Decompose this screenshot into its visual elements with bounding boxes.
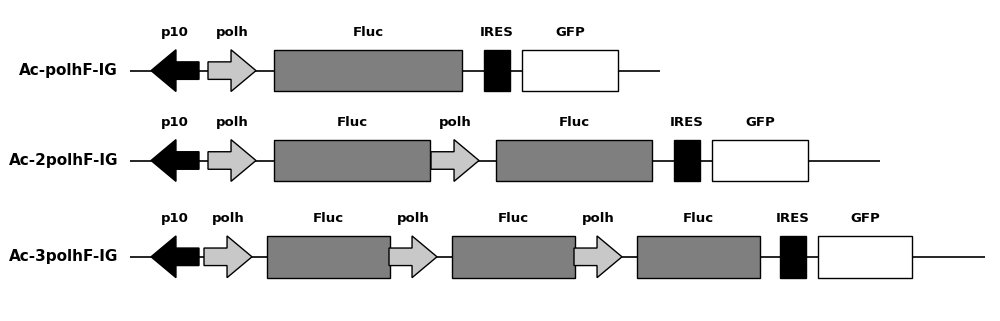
Bar (274, 50, 462, 91)
Text: Fluc: Fluc (558, 116, 590, 129)
Polygon shape (151, 140, 199, 181)
Text: Fluc: Fluc (683, 213, 714, 225)
Text: p10: p10 (161, 116, 189, 129)
Text: IRES: IRES (480, 26, 514, 39)
Text: Fluc: Fluc (498, 213, 529, 225)
Text: GFP: GFP (850, 213, 880, 225)
Text: polh: polh (216, 116, 248, 129)
Bar (452, 236, 575, 278)
Polygon shape (431, 140, 479, 181)
Bar (637, 236, 760, 278)
Text: polh: polh (582, 213, 614, 225)
Text: Fluc: Fluc (313, 213, 344, 225)
Text: Fluc: Fluc (352, 26, 384, 39)
Bar (484, 50, 510, 91)
Text: polh: polh (439, 116, 471, 129)
Text: Ac-2polhF-IG: Ac-2polhF-IG (9, 153, 118, 168)
Polygon shape (151, 236, 199, 278)
Text: GFP: GFP (745, 116, 775, 129)
Text: Fluc: Fluc (336, 116, 368, 129)
Text: polh: polh (397, 213, 429, 225)
Bar (496, 140, 652, 181)
Bar (522, 50, 618, 91)
Text: Ac-3polhF-IG: Ac-3polhF-IG (9, 249, 118, 264)
Text: p10: p10 (161, 26, 189, 39)
Text: p10: p10 (161, 213, 189, 225)
Text: IRES: IRES (776, 213, 810, 225)
Bar (818, 236, 912, 278)
Polygon shape (204, 236, 252, 278)
Bar (267, 236, 390, 278)
Bar (274, 140, 430, 181)
Polygon shape (208, 50, 256, 91)
Bar (780, 236, 806, 278)
Polygon shape (574, 236, 622, 278)
Polygon shape (389, 236, 437, 278)
Text: polh: polh (212, 213, 244, 225)
Text: Ac-polhF-IG: Ac-polhF-IG (19, 63, 118, 78)
Polygon shape (208, 140, 256, 181)
Bar (712, 140, 808, 181)
Text: polh: polh (216, 26, 248, 39)
Bar (674, 140, 700, 181)
Text: IRES: IRES (670, 116, 704, 129)
Polygon shape (151, 50, 199, 91)
Text: GFP: GFP (555, 26, 585, 39)
